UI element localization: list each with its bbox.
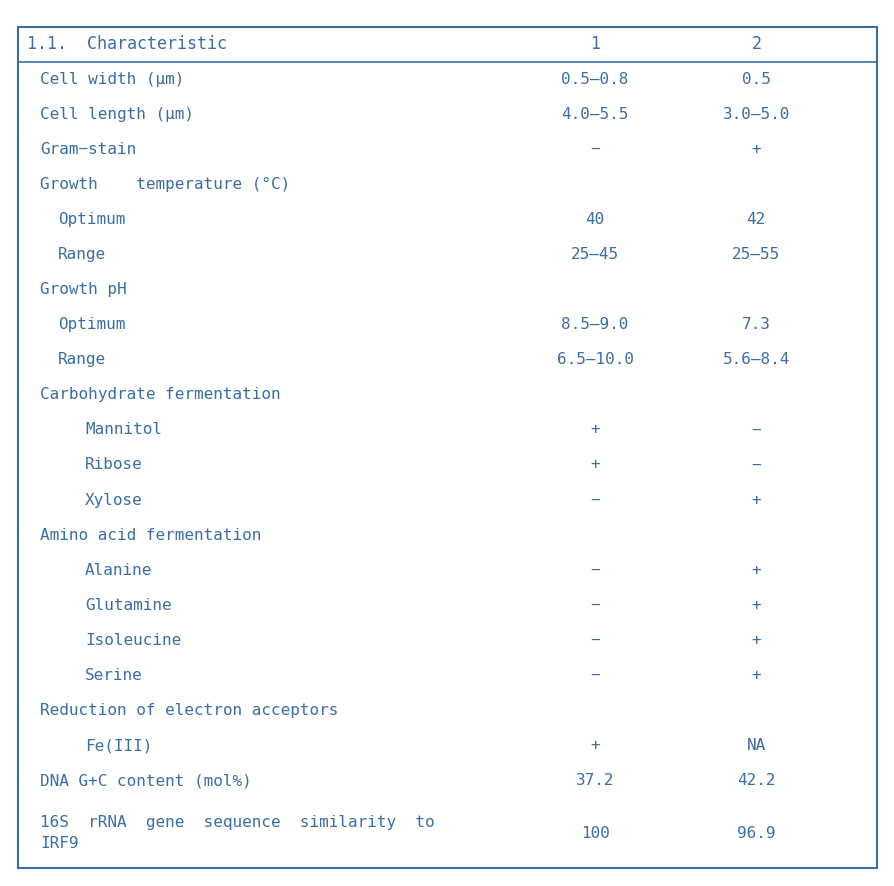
Text: +: + (751, 493, 760, 508)
Text: +: + (751, 668, 760, 683)
Text: Optimum: Optimum (58, 317, 125, 332)
Text: Fe(III): Fe(III) (85, 738, 152, 753)
Text: Growth pH: Growth pH (40, 282, 127, 297)
Text: +: + (751, 598, 760, 613)
Text: 42: 42 (746, 212, 765, 227)
Text: NA: NA (746, 738, 765, 753)
Text: Optimum: Optimum (58, 212, 125, 227)
Text: 4.0–5.5: 4.0–5.5 (561, 106, 628, 121)
Text: 100: 100 (580, 826, 609, 841)
Text: Carbohydrate fermentation: Carbohydrate fermentation (40, 387, 281, 402)
Text: 25–45: 25–45 (570, 247, 619, 262)
Text: Glutamine: Glutamine (85, 598, 172, 613)
Text: Cell length (μm): Cell length (μm) (40, 106, 194, 121)
Text: Isoleucine: Isoleucine (85, 633, 181, 648)
Text: Reduction of electron acceptors: Reduction of electron acceptors (40, 703, 338, 718)
Text: −: − (590, 633, 599, 648)
Text: DNA G+C content (mol%): DNA G+C content (mol%) (40, 773, 252, 789)
Text: +: + (590, 738, 599, 753)
Text: Range: Range (58, 247, 106, 262)
Text: 25–55: 25–55 (731, 247, 780, 262)
Text: 96.9: 96.9 (736, 826, 775, 841)
Text: 0.5–0.8: 0.5–0.8 (561, 72, 628, 87)
Text: Growth    temperature (°C): Growth temperature (°C) (40, 177, 291, 192)
Text: 0.5: 0.5 (741, 72, 770, 87)
Text: +: + (751, 563, 760, 578)
Text: +: + (751, 633, 760, 648)
Text: +: + (590, 423, 599, 438)
Text: −: − (590, 668, 599, 683)
Text: −: − (590, 142, 599, 157)
Text: Cell width (μm): Cell width (μm) (40, 72, 184, 87)
Text: 7.3: 7.3 (741, 317, 770, 332)
Text: 1.1.  Characteristic: 1.1. Characteristic (27, 35, 226, 53)
Text: Xylose: Xylose (85, 493, 143, 508)
Text: Range: Range (58, 353, 106, 368)
Text: Amino acid fermentation: Amino acid fermentation (40, 527, 261, 542)
Text: Alanine: Alanine (85, 563, 152, 578)
Text: 40: 40 (585, 212, 604, 227)
Text: 5.6–8.4: 5.6–8.4 (721, 353, 789, 368)
Text: Serine: Serine (85, 668, 143, 683)
Text: Gram−stain: Gram−stain (40, 142, 137, 157)
Text: −: − (590, 598, 599, 613)
Text: 3.0–5.0: 3.0–5.0 (721, 106, 789, 121)
Text: Mannitol: Mannitol (85, 423, 162, 438)
Text: 6.5–10.0: 6.5–10.0 (556, 353, 633, 368)
Text: −: − (590, 563, 599, 578)
Text: +: + (751, 142, 760, 157)
Text: 16S  rRNA  gene  sequence  similarity  to
IRF9: 16S rRNA gene sequence similarity to IRF… (40, 815, 434, 851)
Text: Ribose: Ribose (85, 457, 143, 472)
Text: −: − (751, 457, 760, 472)
Text: −: − (590, 493, 599, 508)
Text: 2: 2 (750, 35, 761, 53)
Text: −: − (751, 423, 760, 438)
Text: 8.5–9.0: 8.5–9.0 (561, 317, 628, 332)
Text: +: + (590, 457, 599, 472)
Text: 1: 1 (589, 35, 600, 53)
Text: 42.2: 42.2 (736, 773, 775, 789)
Text: 37.2: 37.2 (575, 773, 614, 789)
